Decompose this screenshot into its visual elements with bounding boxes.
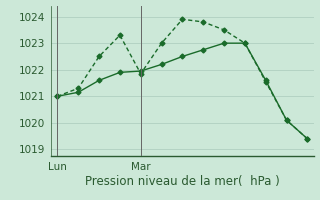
X-axis label: Pression niveau de la mer(  hPa ): Pression niveau de la mer( hPa ) — [85, 175, 280, 188]
